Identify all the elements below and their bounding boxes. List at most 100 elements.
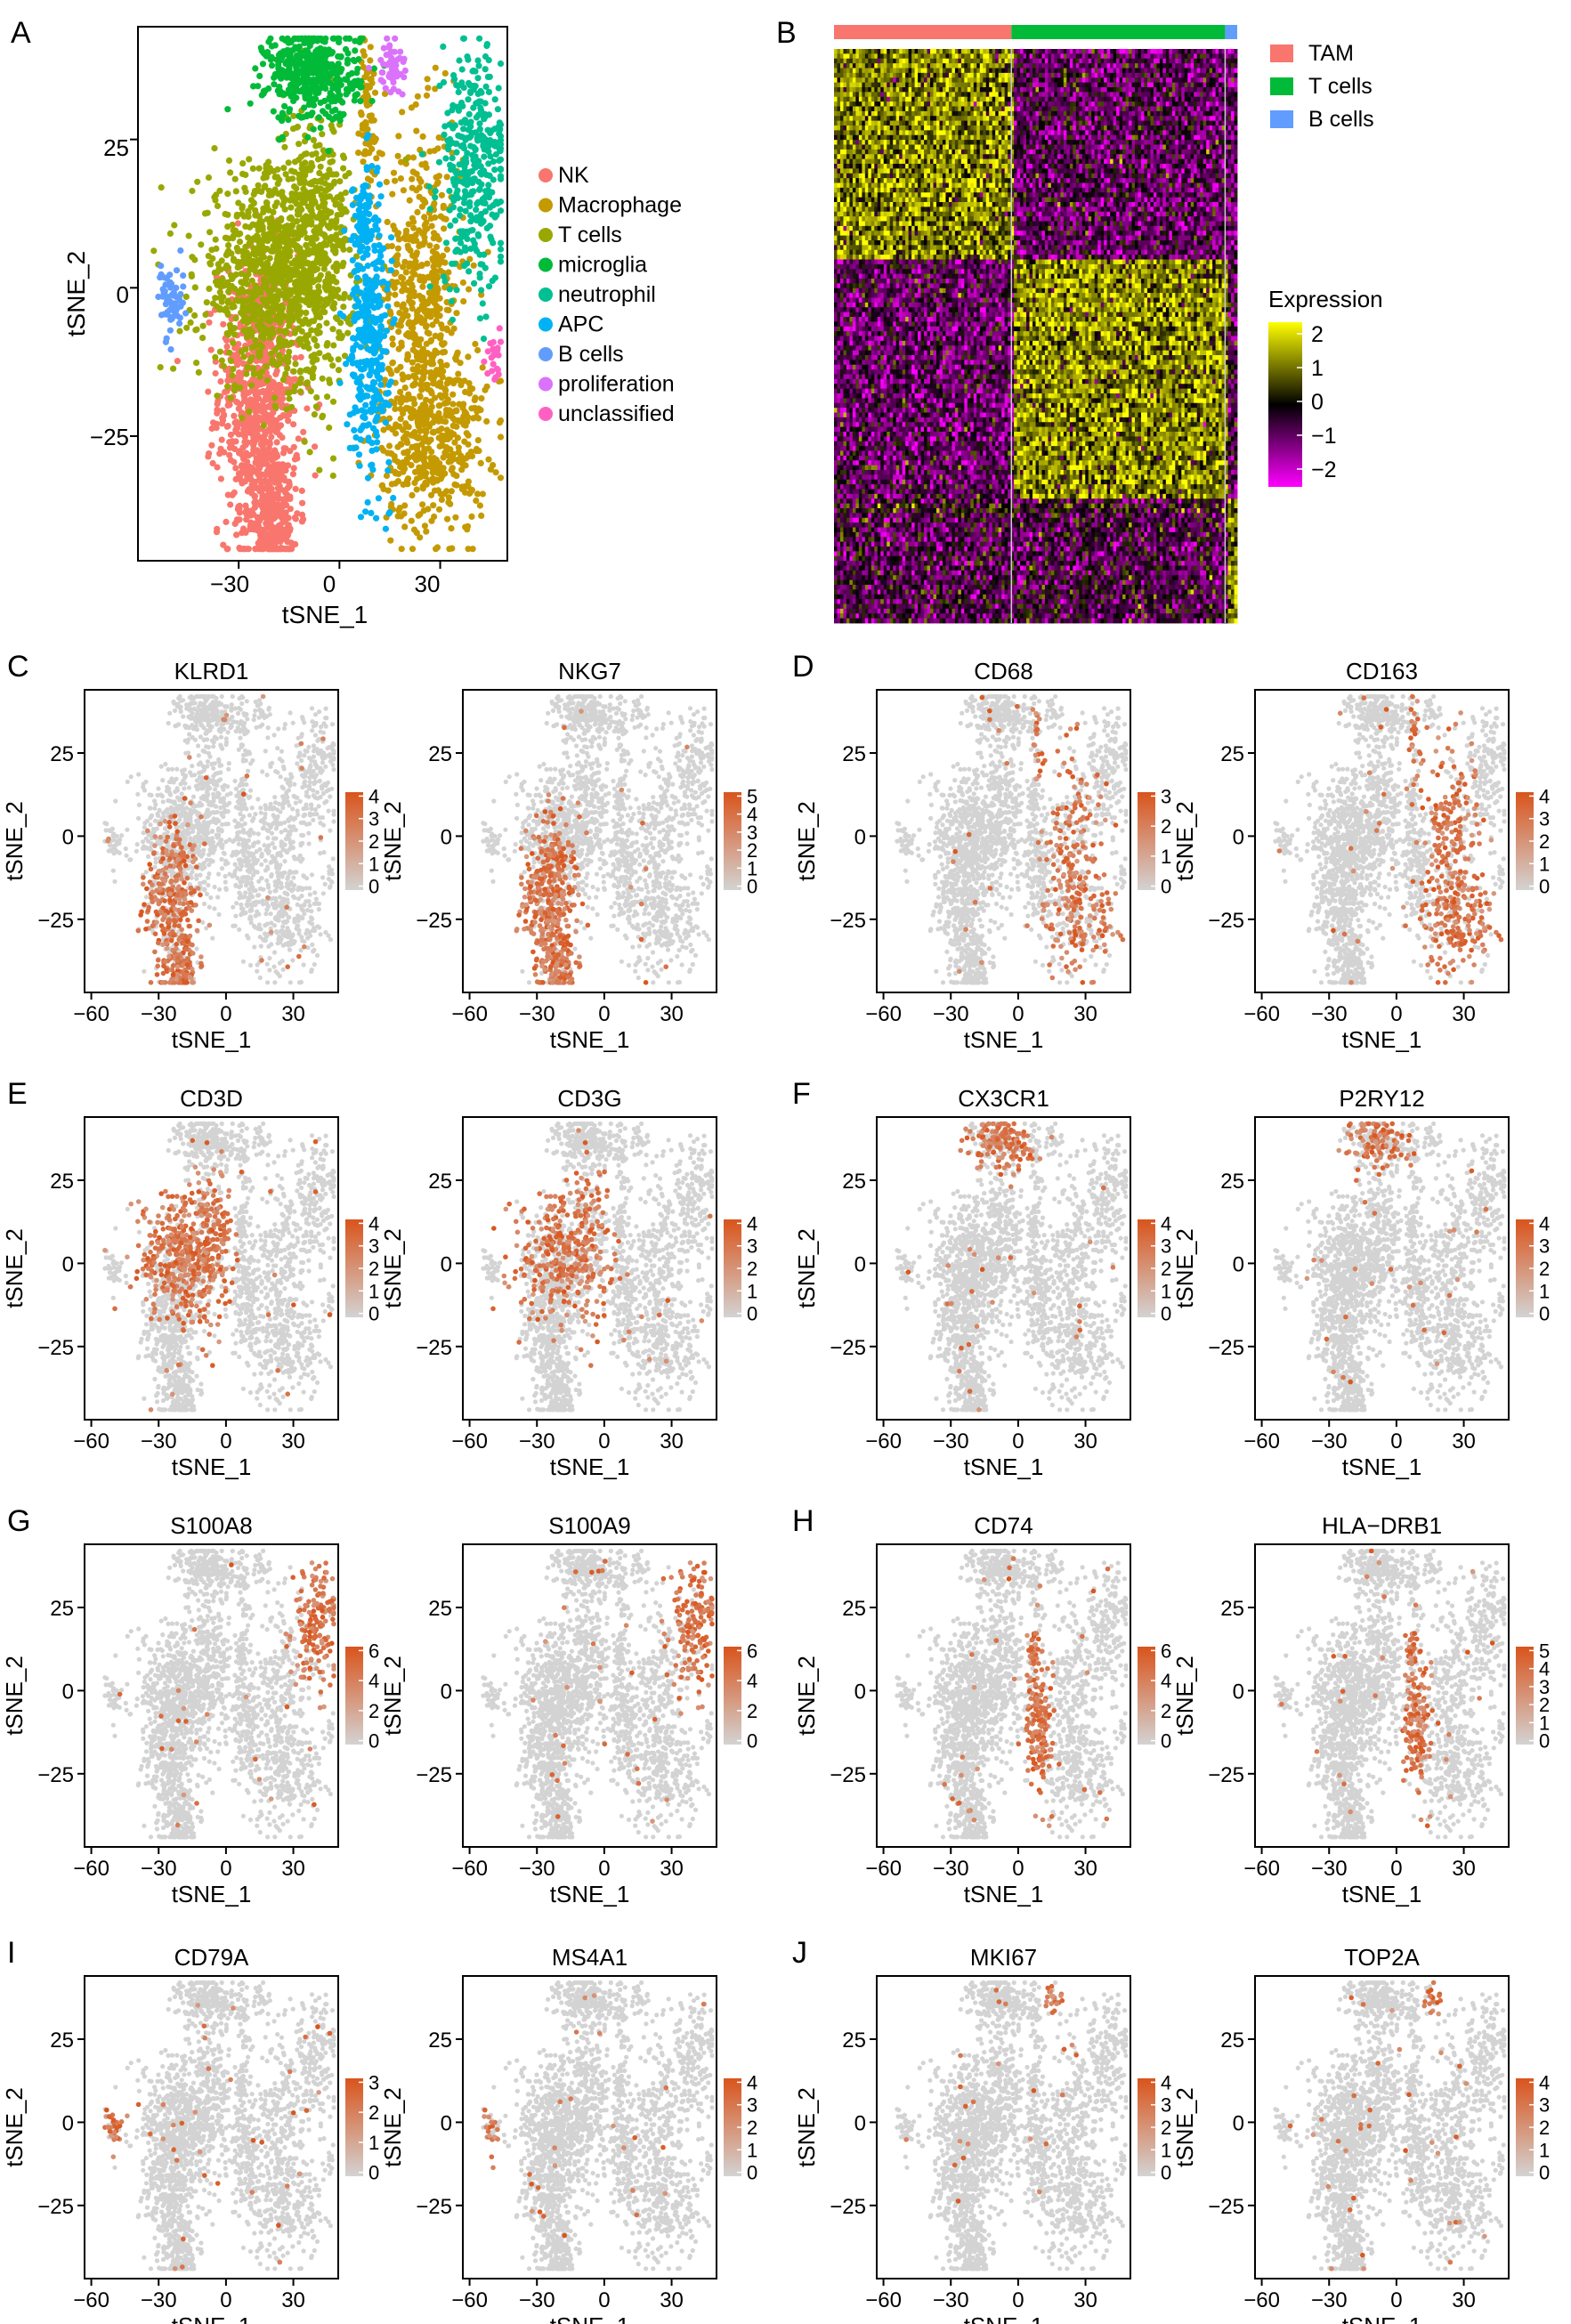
cell-point [225,402,231,409]
cell-point [252,494,258,500]
cell-point [437,268,443,274]
cell-point [217,378,223,385]
cell-point [424,93,430,99]
cell-point [439,192,445,198]
cell-point [242,503,248,509]
cell-point [262,539,268,546]
cell-point [263,521,269,527]
cell-point [444,247,450,253]
cell-point [254,455,260,461]
cell-point [391,279,397,286]
cell-point [237,516,243,522]
cell-point [433,244,440,250]
cell-point [220,408,226,414]
cell-point [392,406,398,412]
cell-point [268,496,274,502]
cell-point [290,421,296,427]
panel-a: A −30 0 30 25 0 −25 tSNE_1 tSNE_2 NKMacr… [11,16,682,628]
cell-point [471,263,477,269]
cell-point [432,148,438,154]
cell-point [225,423,231,429]
cell-point [417,184,423,190]
cell-point [267,428,273,434]
cell-point [285,546,291,552]
cell-point [444,174,450,180]
cell-point [252,546,258,552]
cell-point [398,340,404,346]
cell-point [239,452,246,458]
cell-point [392,178,398,184]
cell-point [273,493,279,499]
cell-point [228,432,234,438]
cell-point [292,355,298,361]
cell-point [277,487,283,493]
cell-point [287,494,293,500]
cell-point [390,342,396,348]
cell-point [261,514,267,520]
cell-point [294,510,300,516]
cell-point [233,399,239,405]
cell-point [290,471,296,477]
cell-point [395,133,401,139]
cell-point [236,431,242,437]
cell-point [277,535,283,541]
cell-point [299,488,305,494]
cell-point [232,438,239,444]
cell-point [210,460,216,466]
cell-point [208,442,215,449]
cell-point [395,153,401,159]
cell-point [243,516,249,522]
cell-point [245,440,251,446]
cell-point [214,410,220,417]
cell-point [442,70,449,77]
cell-point [244,458,250,465]
cell-point [251,419,257,425]
cell-point [223,519,229,525]
cell-point [263,388,270,394]
cell-point [385,219,391,225]
cell-point [253,436,259,442]
cell-point [251,499,257,506]
cell-point [312,443,318,449]
cell-point [466,286,472,292]
cell-point [420,134,426,140]
cell-point [224,344,231,350]
cell-point [419,295,425,301]
cell-point [271,507,277,514]
cell-point [242,470,248,476]
cell-point [299,500,305,506]
cell-point [248,485,255,491]
cell-point [240,422,247,428]
cell-point [209,425,215,432]
cell-point [258,483,264,490]
cell-point [300,429,306,435]
cell-point [239,480,245,486]
cell-point [271,451,277,458]
cell-point [224,546,231,552]
cell-point [414,209,420,215]
cell-point [407,198,413,204]
cell-point [296,435,302,441]
cell-point [230,491,236,498]
panel-a-points [150,36,504,553]
cell-point [298,354,304,360]
cell-point [287,448,293,454]
cell-point [218,475,224,482]
cell-point [255,540,262,547]
cell-point [205,389,211,395]
cell-point [384,179,390,185]
cell-point [425,85,431,91]
cell-point [460,298,466,304]
cell-point [419,204,425,210]
cell-point [395,246,401,252]
cell-point [233,418,239,425]
cell-point [425,330,432,336]
cell-point [436,173,442,179]
cell-point [256,403,263,409]
cell-point [401,187,407,193]
cell-point [293,486,299,492]
cell-point [286,411,292,417]
cell-point [245,546,251,552]
cell-point [239,530,245,536]
